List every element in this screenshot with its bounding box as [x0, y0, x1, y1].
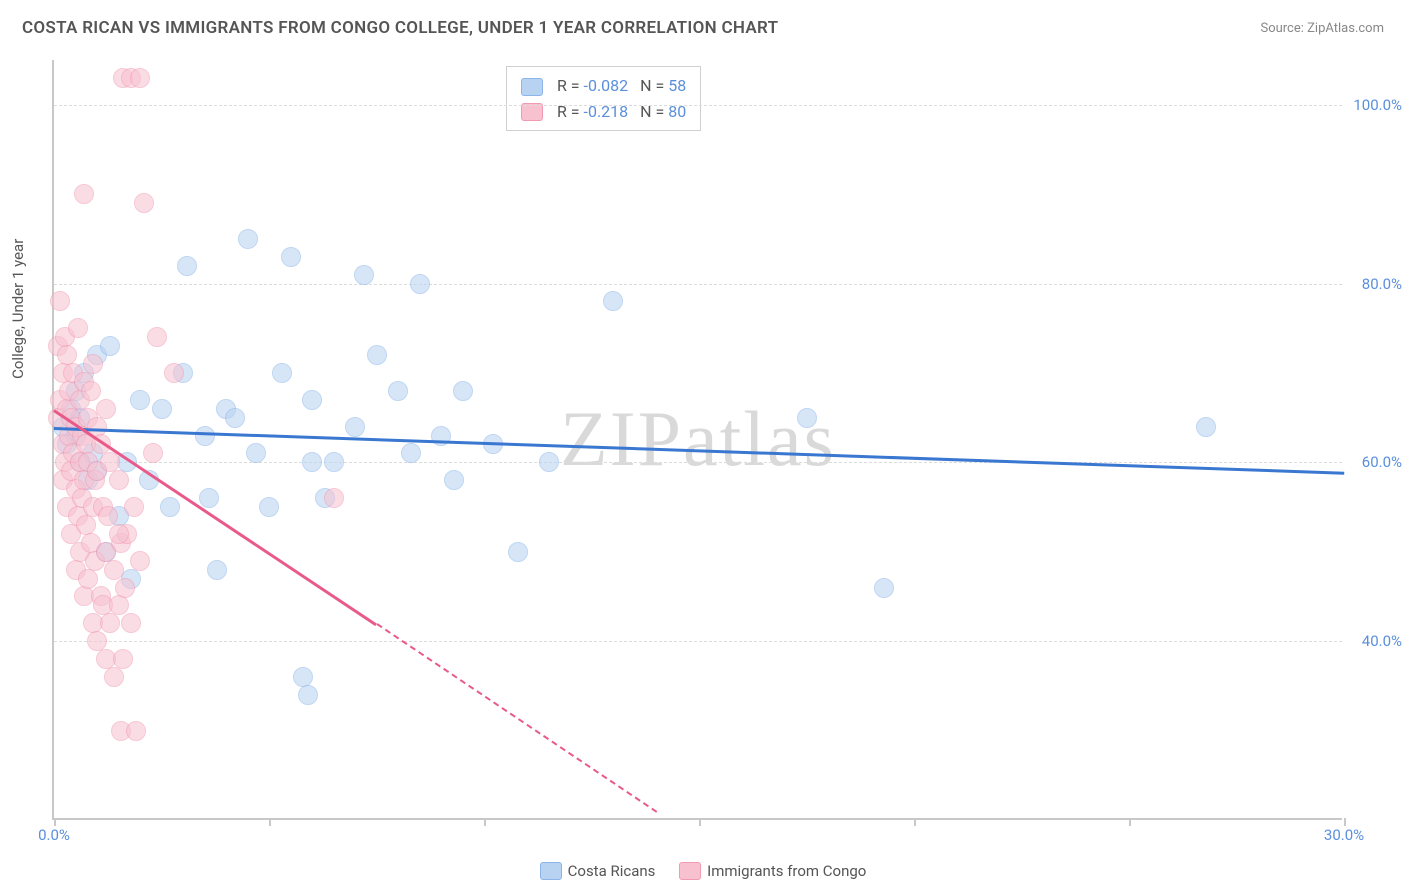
series-legend: Costa Ricans Immigrants from Congo: [0, 862, 1406, 884]
data-point: [603, 291, 623, 311]
data-point: [152, 399, 172, 419]
legend-item-costa-ricans: Costa Ricans: [540, 862, 656, 880]
data-point: [121, 613, 141, 633]
gridline: [54, 462, 1342, 463]
chart-title: COSTA RICAN VS IMMIGRANTS FROM CONGO COL…: [22, 18, 778, 38]
stats-row-congo: R = -0.218 N = 80: [521, 99, 686, 125]
data-point: [109, 470, 129, 490]
data-point: [207, 560, 227, 580]
x-tick-mark: [269, 818, 271, 826]
y-tick-label: 60.0%: [1347, 453, 1402, 471]
source-attribution: Source: ZipAtlas.com: [1260, 21, 1384, 36]
data-point: [100, 336, 120, 356]
gridline: [54, 105, 1342, 106]
data-point: [293, 667, 313, 687]
data-point: [124, 497, 144, 517]
data-point: [160, 497, 180, 517]
data-point: [444, 470, 464, 490]
data-point: [98, 506, 118, 526]
data-point: [453, 381, 473, 401]
swatch-congo: [521, 103, 543, 121]
data-point: [874, 578, 894, 598]
data-point: [50, 291, 70, 311]
stats-legend: R = -0.082 N = 58 R = -0.218 N = 80: [506, 66, 701, 131]
data-point: [83, 354, 103, 374]
data-point: [78, 569, 98, 589]
data-point: [130, 551, 150, 571]
data-point: [354, 265, 374, 285]
x-tick-mark: [914, 818, 916, 826]
data-point: [1196, 417, 1216, 437]
stats-row-costa-ricans: R = -0.082 N = 58: [521, 73, 686, 99]
x-tick-mark: [1129, 818, 1131, 826]
data-point: [164, 363, 184, 383]
data-point: [272, 363, 292, 383]
x-tick-mark: [1344, 818, 1346, 826]
data-point: [68, 318, 88, 338]
data-point: [238, 229, 258, 249]
data-point: [100, 613, 120, 633]
data-point: [259, 497, 279, 517]
data-point: [246, 443, 266, 463]
legend-swatch-costa-ricans: [540, 862, 562, 880]
data-point: [195, 426, 215, 446]
data-point: [143, 443, 163, 463]
data-point: [134, 193, 154, 213]
data-point: [126, 721, 146, 741]
swatch-costa-ricans: [521, 78, 543, 96]
data-point: [324, 488, 344, 508]
x-tick-mark: [484, 818, 486, 826]
watermark-text: ZIPatlas: [560, 394, 836, 484]
data-point: [302, 452, 322, 472]
data-point: [115, 578, 135, 598]
data-point: [147, 327, 167, 347]
regression-line: [376, 623, 657, 812]
data-point: [281, 247, 301, 267]
data-point: [388, 381, 408, 401]
data-point: [130, 390, 150, 410]
data-point: [81, 381, 101, 401]
x-tick-label: 30.0%: [1324, 826, 1364, 844]
data-point: [199, 488, 219, 508]
x-tick-mark: [699, 818, 701, 826]
data-point: [410, 274, 430, 294]
data-point: [225, 408, 245, 428]
gridline: [54, 284, 1342, 285]
data-point: [113, 649, 133, 669]
data-point: [96, 399, 116, 419]
y-tick-label: 40.0%: [1347, 632, 1402, 650]
legend-swatch-congo: [679, 862, 701, 880]
x-tick-mark: [54, 818, 56, 826]
data-point: [345, 417, 365, 437]
data-point: [74, 184, 94, 204]
data-point: [401, 443, 421, 463]
data-point: [367, 345, 387, 365]
y-tick-label: 80.0%: [1347, 275, 1402, 293]
data-point: [508, 542, 528, 562]
scatter-plot: ZIPatlas R = -0.082 N = 58 R = -0.218 N …: [52, 60, 1342, 820]
data-point: [104, 667, 124, 687]
data-point: [298, 685, 318, 705]
x-tick-label: 0.0%: [38, 826, 70, 844]
data-point: [104, 560, 124, 580]
data-point: [302, 390, 322, 410]
data-point: [177, 256, 197, 276]
data-point: [539, 452, 559, 472]
legend-item-congo: Immigrants from Congo: [679, 862, 866, 880]
data-point: [76, 515, 96, 535]
data-point: [324, 452, 344, 472]
data-point: [797, 408, 817, 428]
data-point: [130, 68, 150, 88]
y-tick-label: 100.0%: [1347, 96, 1402, 114]
data-point: [109, 595, 129, 615]
data-point: [109, 524, 129, 544]
y-axis-label: College, Under 1 year: [9, 239, 27, 379]
gridline: [54, 641, 1342, 642]
